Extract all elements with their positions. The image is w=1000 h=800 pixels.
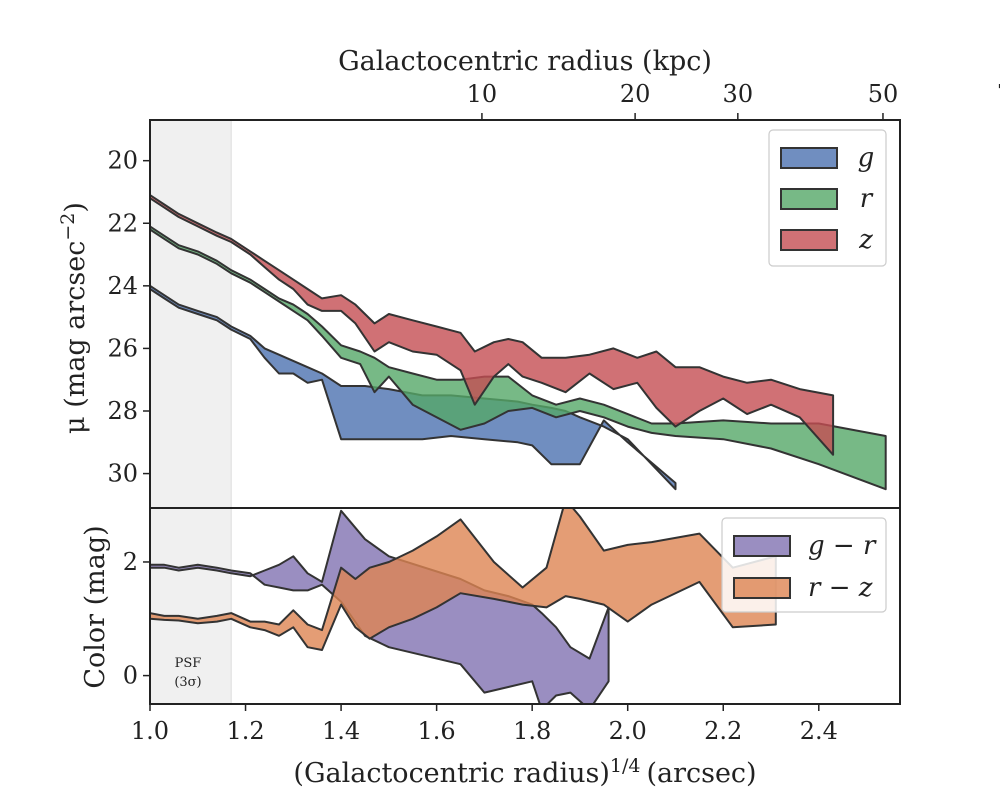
legend-label-r-z: r − z [808,573,873,603]
x-axis-title-superscript: 1/4 [610,755,641,777]
y-tick-label: 22 [107,209,138,237]
y-axis-title-main: μ (mag arcsec [60,241,91,434]
bottom-panel-frame [149,507,901,705]
psf-shading [149,119,232,509]
x-tick-label: 1.6 [418,717,456,745]
x-axis-title-main: (Galactocentric radius) [293,758,609,789]
y-axis-ticks: 20 22 24 26 28 30 [107,147,150,488]
top-tick-label: 30 [723,80,754,108]
y-tick-label: 30 [107,460,138,488]
top-tick-label: 75 [997,80,1000,108]
surface-brightness-bands [150,194,887,491]
legend-swatch-g-r [733,535,791,557]
y-axis-title: μ (mag arcsec−2) [57,202,91,434]
top-axis-ticks: 1020305075100150200 [467,80,1000,120]
legend-label-g-r: g − r [808,531,877,561]
x-tick-label: 1.4 [322,717,360,745]
y-tick-label: 24 [107,272,138,300]
color-bands [150,508,777,704]
legend-swatch-z [780,229,838,251]
bands-legend: grz [768,129,887,267]
band-r-z [150,508,777,651]
colors-legend: g − r r − z [721,517,887,613]
x-tick-label: 1.8 [513,717,551,745]
legend-label-g: g [858,143,875,173]
psf-label: PSF [175,656,202,671]
color-axis-title: Color (mag) [80,525,111,688]
legend-label-r: r [860,184,874,214]
y-tick-label: 2 [123,548,138,576]
x-axis-title-unit: (arcsec) [646,758,756,789]
color-panel: 02 1.0 1.2 1.4 1.6 1.8 2.0 2.2 2.4 g − rr − z P… [80,507,901,789]
y-tick-label: 26 [107,334,138,362]
top-tick-label: 20 [620,80,651,108]
x-tick-label: 2.2 [704,717,742,745]
legend-swatch-g [780,147,838,169]
y-axis-title-close: ) [60,202,91,213]
y-tick-label: 28 [107,397,138,425]
y-axis-ticks: 02 [123,548,150,690]
top-tick-label: 10 [467,80,498,108]
legend-swatch-r [780,188,838,210]
psf-sigma-label: (3σ) [174,675,201,690]
legend-label-z: z [858,225,873,255]
y-tick-label: 20 [107,147,138,175]
top-tick-label: 50 [868,80,899,108]
legend-swatch-r-z [733,577,791,599]
band-r [150,225,887,491]
band-g [150,284,677,491]
x-tick-label: 2.4 [800,717,838,745]
y-axis-title-superscript: −2 [57,213,79,241]
x-tick-label: 2.0 [609,717,647,745]
x-axis-ticks: 1.0 1.2 1.4 1.6 1.8 2.0 2.2 2.4 [131,704,838,745]
top-axis-title: Galactocentric radius (kpc) [338,46,712,77]
x-axis-title: (Galactocentric radius)1/4 (arcsec) [293,755,756,789]
x-tick-label: 1.2 [226,717,264,745]
y-tick-label: 0 [123,662,138,690]
band-z [150,194,835,456]
x-tick-label: 1.0 [131,717,169,745]
